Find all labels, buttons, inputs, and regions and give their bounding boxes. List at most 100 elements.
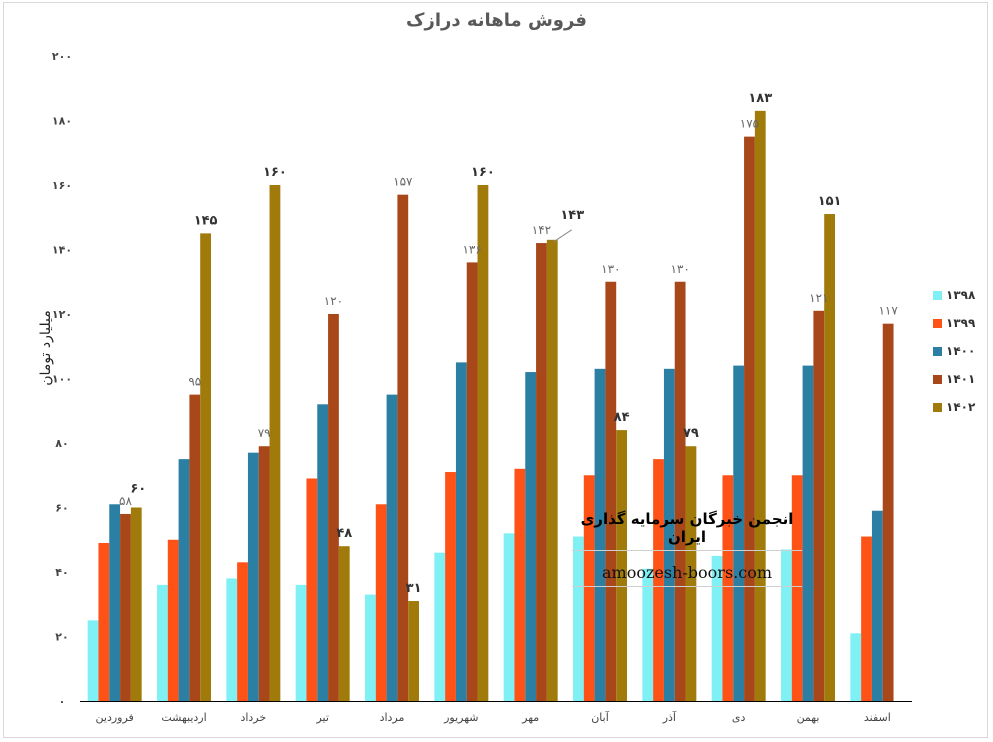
bar xyxy=(616,430,627,701)
x-tick-label: دی xyxy=(732,711,746,724)
watermark-divider xyxy=(572,586,802,587)
bar xyxy=(408,601,419,701)
label-leader-line xyxy=(553,229,572,243)
watermark-title: انجمن خبرگان سرمایه گذاری ایران xyxy=(580,510,794,546)
bar xyxy=(781,549,792,701)
data-label: ۱۴۵ xyxy=(194,213,218,228)
data-label: ۳۱ xyxy=(406,581,422,596)
legend-item: ۱۴۰۰ xyxy=(933,342,975,360)
bar xyxy=(397,194,409,702)
y-tick-label: ۸۰ xyxy=(55,437,68,450)
bar xyxy=(711,555,723,701)
bar xyxy=(802,365,814,701)
x-tick-label: مرداد xyxy=(380,711,405,724)
x-tick-label: بهمن xyxy=(797,711,820,724)
y-tick-label: ۱۸۰ xyxy=(52,115,72,128)
data-label: ۱۸۳ xyxy=(748,91,772,106)
bar xyxy=(189,394,201,701)
bar xyxy=(317,404,329,701)
data-label: ۱۴۳ xyxy=(560,208,584,223)
x-tick-label: اردیبهشت xyxy=(161,711,206,724)
y-tick-label: ۱۲۰ xyxy=(52,308,72,321)
bar xyxy=(328,314,339,701)
bar xyxy=(861,536,872,701)
y-tick-label: ۶۰ xyxy=(55,502,68,515)
legend-label: ۱۳۹۸ xyxy=(946,288,976,302)
data-label: ۷۹ xyxy=(683,426,699,441)
bar xyxy=(434,552,446,701)
bar xyxy=(813,310,825,701)
bar xyxy=(455,362,467,701)
x-tick-label: خرداد xyxy=(240,711,266,724)
watermark-divider xyxy=(572,550,802,551)
bar xyxy=(733,365,745,701)
data-label: ۱۵۱ xyxy=(818,194,842,209)
data-label: ۱۲۰ xyxy=(324,294,343,308)
legend-label: ۱۴۰۰ xyxy=(946,344,976,358)
bar xyxy=(258,446,270,701)
legend-swatch xyxy=(933,290,942,300)
data-label: ۷۹ xyxy=(258,426,271,440)
bar xyxy=(594,368,606,701)
bar xyxy=(178,459,190,701)
bar xyxy=(871,510,883,701)
chart-title: فروش ماهانه درازک xyxy=(406,10,587,31)
bar xyxy=(157,584,168,701)
legend-label: ۱۴۰۲ xyxy=(946,400,976,414)
bar xyxy=(338,546,350,701)
legend-swatch xyxy=(933,374,942,384)
y-tick-label: ۴۰ xyxy=(55,566,68,579)
data-label: ۹۵ xyxy=(188,375,201,389)
watermark: انجمن خبرگان سرمایه گذاری ایران amoozesh… xyxy=(572,510,802,591)
legend-item: ۱۳۹۸ xyxy=(933,286,975,304)
legend-swatch xyxy=(933,318,942,328)
bar xyxy=(653,459,664,701)
bar xyxy=(882,323,894,701)
data-label: ۱۳۶ xyxy=(462,242,481,256)
data-label: ۵۸ xyxy=(119,494,132,508)
data-label: ۱۳۰ xyxy=(670,262,689,276)
data-label: ۱۵۷ xyxy=(393,175,413,189)
data-label: ۱۱۷ xyxy=(878,304,898,318)
bar xyxy=(824,214,835,701)
x-tick-label: فروردین xyxy=(96,711,134,724)
y-tick-label: ۱۴۰ xyxy=(52,244,72,257)
data-label: ۴۸ xyxy=(336,526,352,541)
bar xyxy=(109,504,121,701)
bar xyxy=(503,533,515,701)
bar xyxy=(850,633,862,701)
legend-item: ۱۴۰۱ xyxy=(933,370,975,388)
bar xyxy=(744,136,755,701)
bar xyxy=(306,478,318,701)
bar xyxy=(247,452,259,701)
chart-legend: ۱۳۹۸ ۱۳۹۹ ۱۴۰۰ ۱۴۰۱ ۱۴۰۲ xyxy=(933,286,975,426)
bar xyxy=(167,539,179,701)
bar xyxy=(130,507,142,701)
bar xyxy=(685,446,697,701)
bar xyxy=(642,568,654,701)
data-label: ۱۲۱ xyxy=(809,291,828,305)
bar xyxy=(583,475,595,701)
bar xyxy=(365,594,376,701)
bar xyxy=(791,475,803,701)
bar xyxy=(269,185,281,701)
x-tick-label: آبان xyxy=(591,710,609,724)
bar xyxy=(466,262,478,701)
data-label: ۱۶۰ xyxy=(263,165,287,180)
x-tick-label: تیر xyxy=(315,711,328,724)
bar xyxy=(477,185,489,701)
y-axis-label: میلیارد تومان xyxy=(38,310,54,386)
bar xyxy=(573,536,584,701)
bar xyxy=(87,620,99,701)
x-tick-label: آذر xyxy=(662,710,677,724)
x-tick-label: مهر xyxy=(521,711,539,724)
data-label: ۱۷۵ xyxy=(740,117,759,131)
legend-swatch xyxy=(933,402,942,412)
bar xyxy=(226,578,238,701)
bar xyxy=(663,368,675,701)
bar xyxy=(525,372,537,701)
bar xyxy=(722,475,734,701)
y-tick-label: ۲۰ xyxy=(55,631,68,644)
y-tick-label: ۲۰۰ xyxy=(52,50,72,63)
bar xyxy=(445,472,456,701)
